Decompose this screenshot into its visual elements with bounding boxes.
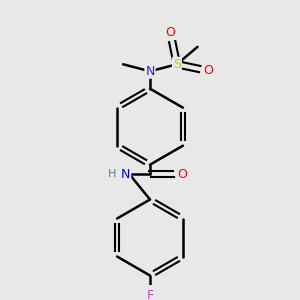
Text: N: N — [121, 168, 130, 181]
Text: S: S — [173, 58, 181, 71]
Text: N: N — [145, 65, 155, 78]
Text: O: O — [166, 26, 176, 39]
Text: F: F — [146, 289, 154, 300]
Text: H: H — [108, 169, 116, 179]
Text: O: O — [178, 168, 188, 181]
Text: O: O — [204, 64, 214, 77]
